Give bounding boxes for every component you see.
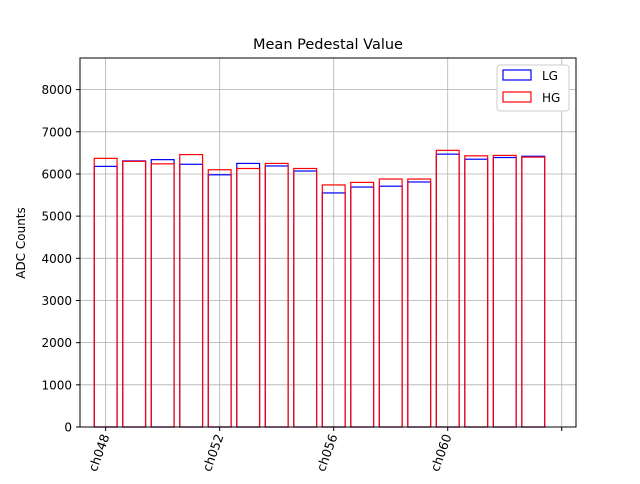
- legend: LG HG: [496, 64, 570, 112]
- y-tick-label: 1000: [41, 378, 72, 392]
- y-tick-label: 4000: [41, 252, 72, 266]
- plot-frame: [79, 57, 577, 428]
- grid-layer: [80, 58, 576, 428]
- y-tick-label: 6000: [41, 167, 72, 181]
- y-tick-label: 8000: [41, 83, 72, 97]
- legend-box: [496, 64, 570, 112]
- legend-label-hg: HG: [542, 91, 560, 105]
- legend-label-lg: LG: [542, 69, 558, 83]
- legend-swatch-lg: [502, 69, 532, 81]
- y-tick-label: 0: [64, 421, 72, 435]
- y-axis-label: ADC Counts: [14, 207, 28, 279]
- y-tick-label: 2000: [41, 336, 72, 350]
- y-tick-label: 3000: [41, 294, 72, 308]
- legend-swatch-hg: [502, 91, 532, 103]
- y-axis: 0 1000 2000 3000 4000 5000 6000 7000 8000: [41, 83, 80, 435]
- y-tick-label: 5000: [41, 210, 72, 224]
- chart-title: Mean Pedestal Value: [253, 37, 403, 53]
- y-tick-label: 7000: [41, 125, 72, 139]
